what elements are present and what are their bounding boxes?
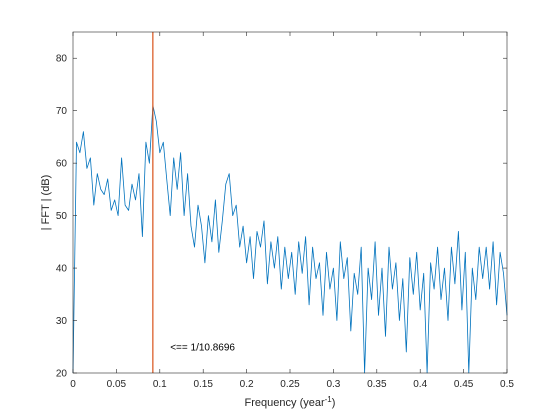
y-tick-label: 70 <box>56 106 68 117</box>
y-tick-label: 50 <box>56 211 68 222</box>
x-tick-label: 0.35 <box>367 379 387 390</box>
x-tick-label: 0 <box>70 379 76 390</box>
x-tick-label: 0.45 <box>454 379 474 390</box>
fft-series-line <box>72 105 508 374</box>
y-tick-label: 60 <box>56 159 68 170</box>
x-tick-label: 0.25 <box>280 379 300 390</box>
tick-layer: 0 0.05 0.1 0.15 0.2 0.25 0.3 0.35 0.4 0.45 0.5 20 30… <box>56 32 514 390</box>
x-tick-label: 0.2 <box>240 379 254 390</box>
axes-background <box>73 32 507 373</box>
y-tick-label: 40 <box>56 264 68 275</box>
x-tick-label: 0.05 <box>107 379 127 390</box>
x-tick-label: 0.5 <box>500 379 514 390</box>
x-axis-label-main: Frequency (year <box>245 397 325 409</box>
x-tick-label: 0.4 <box>413 379 427 390</box>
x-axis-label-close: ) <box>332 397 336 409</box>
y-axis-label: | FFT | (dB) <box>40 175 52 231</box>
y-tick-label: 80 <box>56 54 68 65</box>
series-layer <box>72 105 508 374</box>
x-axis-label-superscript: -1 <box>325 395 333 404</box>
peak-annotation: <== 1/10.8696 <box>170 342 235 353</box>
x-tick-label: 0.3 <box>326 379 340 390</box>
y-tick-label: 30 <box>56 316 68 327</box>
y-tick-label: 20 <box>56 369 68 380</box>
x-tick-label: 0.15 <box>193 379 213 390</box>
x-axis-label: Frequency (year-1) <box>245 395 336 409</box>
x-tick-label: 0.1 <box>153 379 167 390</box>
